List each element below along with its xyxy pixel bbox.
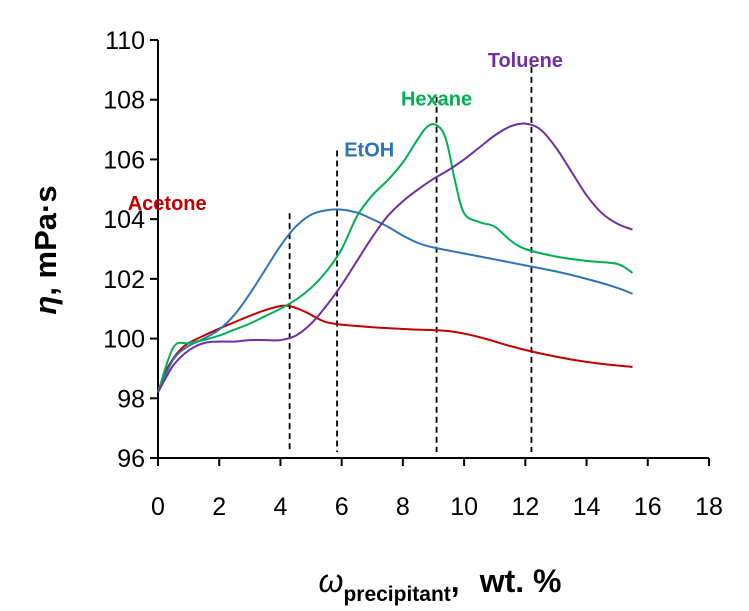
y-tick-label: 100 xyxy=(103,326,145,354)
series-line-hexane xyxy=(157,123,634,393)
x-axis-subscript: precipitant xyxy=(343,583,450,606)
y-tick-label: 108 xyxy=(103,87,145,115)
series-labels: Acetone EtOH Hexane Toluene xyxy=(128,50,563,215)
axis-ticks: 0 2 4 6 8 10 12 14 16 18 96 98 100 102 104 106 108 110 xyxy=(103,27,723,521)
series-label-acetone: Acetone xyxy=(128,193,207,215)
series-line-acetone xyxy=(157,304,633,393)
y-tick-label: 104 xyxy=(103,206,145,234)
series-label-etoh: EtOH xyxy=(344,139,394,161)
series-line-etoh xyxy=(157,208,633,393)
series-lines xyxy=(157,122,634,393)
x-tick-label: 6 xyxy=(335,493,349,521)
x-axis-symbol: ω xyxy=(319,563,344,599)
x-tick-label: 10 xyxy=(450,493,478,521)
peak-markers xyxy=(288,66,533,453)
x-tick-label: 0 xyxy=(151,493,165,521)
series-line-toluene xyxy=(157,122,633,393)
x-tick-label: 16 xyxy=(634,493,662,521)
x-axis-unit: wt. % xyxy=(479,563,562,599)
x-tick-label: 8 xyxy=(396,493,410,521)
y-tick-label: 98 xyxy=(117,385,145,413)
x-axis-separator: , xyxy=(451,563,460,599)
y-axis-symbol: η xyxy=(28,296,63,315)
y-axis-unit: , mPa·s xyxy=(28,185,63,295)
y-tick-label: 102 xyxy=(103,266,145,294)
x-axis-label: ωprecipitant, wt. % xyxy=(319,563,562,606)
y-axis-label: η, mPa·s xyxy=(28,185,63,314)
x-tick-label: 2 xyxy=(212,493,226,521)
series-label-hexane: Hexane xyxy=(401,89,472,111)
y-tick-label: 96 xyxy=(117,445,145,473)
y-tick-label: 106 xyxy=(103,146,145,174)
x-tick-label: 12 xyxy=(511,493,539,521)
axes xyxy=(157,40,709,459)
y-tick-label: 110 xyxy=(105,27,145,55)
x-tick-label: 4 xyxy=(273,493,287,521)
x-tick-label: 18 xyxy=(695,493,723,521)
x-tick-label: 14 xyxy=(573,493,601,521)
series-label-toluene: Toluene xyxy=(488,50,563,72)
